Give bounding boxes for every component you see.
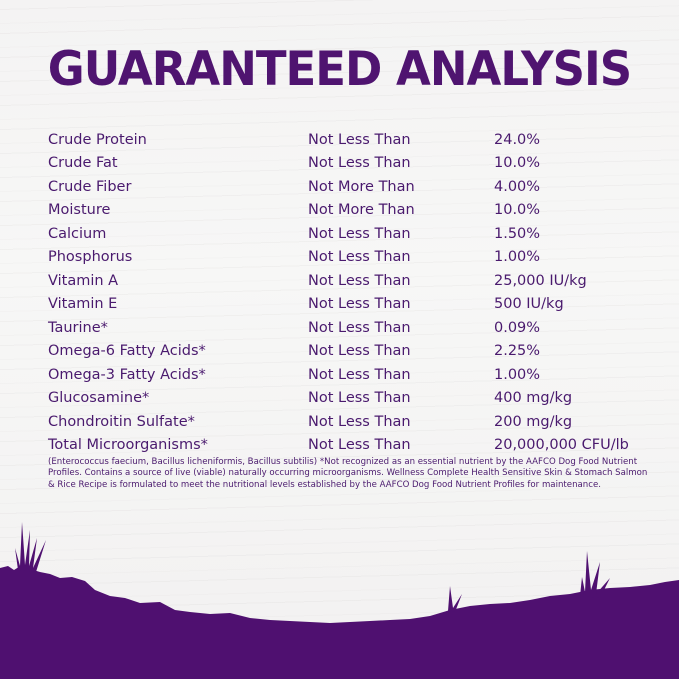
nutrient-value: 1.00% [494, 366, 541, 383]
nutrient-name: Taurine* [48, 319, 108, 336]
qualifier: Not Less Than [308, 366, 411, 383]
qualifier: Not Less Than [308, 413, 411, 430]
table-row: Total Microorganisms* Not Less Than 20,000… [48, 434, 648, 458]
nutrient-value: 200 mg/kg [494, 413, 573, 430]
nutrient-name: Omega-3 Fatty Acids* [48, 366, 206, 383]
table-row: Moisture Not More Than 10.0% [48, 199, 648, 223]
nutrient-value: 4.00% [494, 178, 541, 195]
nutrient-value: 1.00% [494, 249, 541, 266]
grass-tuft-left [15, 522, 46, 572]
nutrient-value: 25,000 IU/kg [494, 272, 587, 289]
qualifier: Not Less Than [308, 225, 411, 242]
footnote: (Enterococcus faecium, Bacillus lichenif… [48, 457, 648, 490]
nutrient-name: Total Microorganisms* [48, 437, 208, 454]
nutrient-name: Omega-6 Fatty Acids* [48, 343, 206, 360]
qualifier: Not Less Than [308, 390, 411, 407]
table-row: Calcium Not Less Than 1.50% [48, 222, 648, 246]
nutrient-value: 10.0% [494, 155, 541, 172]
table-row: Crude Fiber Not More Than 4.00% [48, 175, 648, 199]
qualifier: Not Less Than [308, 155, 411, 172]
table-row: Crude Protein Not Less Than 24.0% [48, 128, 648, 152]
nutrient-name: Glucosamine* [48, 390, 150, 407]
page-title: GUARANTEED ANALYSIS [47, 40, 632, 97]
nutrient-value: 24.0% [494, 131, 541, 148]
nutrient-name: Vitamin E [48, 296, 118, 313]
table-row: Omega-6 Fatty Acids* Not Less Than 2.25% [48, 340, 648, 364]
qualifier: Not Less Than [308, 343, 411, 360]
qualifier: Not Less Than [308, 249, 411, 266]
qualifier: Not More Than [308, 178, 415, 195]
qualifier: Not Less Than [308, 319, 411, 336]
nutrient-name: Vitamin A [48, 272, 119, 289]
nutrient-name: Chondroitin Sulfate* [48, 413, 195, 430]
qualifier: Not More Than [308, 202, 415, 219]
qualifier: Not Less Than [308, 272, 411, 289]
nutrient-value: 1.50% [494, 225, 541, 242]
table-row: Omega-3 Fatty Acids* Not Less Than 1.00% [48, 363, 648, 387]
nutrient-name: Calcium [48, 225, 107, 242]
nutrient-value: 20,000,000 CFU/lb [494, 437, 629, 454]
nutrient-name: Phosphorus [48, 249, 133, 266]
grass-hill [0, 565, 679, 679]
qualifier: Not Less Than [308, 131, 411, 148]
nutrient-value: 10.0% [494, 202, 541, 219]
nutrient-name: Crude Fiber [48, 178, 132, 195]
nutrient-value: 2.25% [494, 343, 541, 360]
analysis-table: Crude Protein Not Less Than 24.0% Crude Fat… [48, 128, 648, 457]
qualifier: Not Less Than [308, 296, 411, 313]
table-row: Vitamin A Not Less Than 25,000 IU/kg [48, 269, 648, 293]
table-row: Taurine* Not Less Than 0.09% [48, 316, 648, 340]
table-row: Crude Fat Not Less Than 10.0% [48, 152, 648, 176]
qualifier: Not Less Than [308, 437, 411, 454]
grass-tuft-right [580, 551, 610, 598]
nutrient-value: 400 mg/kg [494, 390, 573, 407]
table-row: Vitamin E Not Less Than 500 IU/kg [48, 293, 648, 317]
nutrient-name: Crude Protein [48, 131, 147, 148]
nutrient-name: Crude Fat [48, 155, 118, 172]
grass-tuft-middle [448, 586, 462, 612]
nutrient-value: 0.09% [494, 319, 541, 336]
table-row: Chondroitin Sulfate* Not Less Than 200 mg/… [48, 410, 648, 434]
nutrient-name: Moisture [48, 202, 111, 219]
table-row: Glucosamine* Not Less Than 400 mg/kg [48, 387, 648, 411]
nutrient-value: 500 IU/kg [494, 296, 564, 313]
table-row: Phosphorus Not Less Than 1.00% [48, 246, 648, 270]
